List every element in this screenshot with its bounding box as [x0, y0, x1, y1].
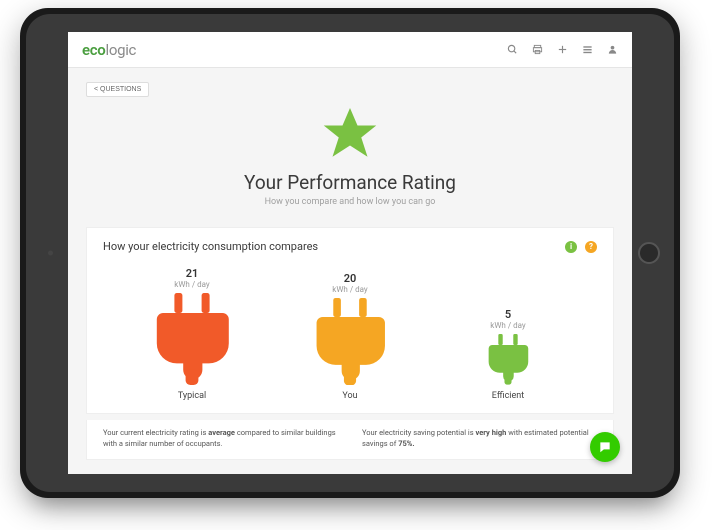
chat-fab[interactable]	[590, 432, 620, 462]
plug-icon	[312, 298, 388, 385]
chat-icon	[598, 440, 612, 454]
plug-label: Typical	[178, 391, 206, 401]
questions-button[interactable]: < QUESTIONS	[86, 82, 149, 97]
plug-unit: kWh / day	[174, 280, 209, 289]
summary-left: Your current electricity rating is avera…	[103, 428, 338, 449]
info-icon[interactable]: i	[565, 241, 577, 253]
plug-value: 20	[344, 272, 357, 285]
brand-logic: logic	[105, 41, 136, 59]
account-icon[interactable]	[607, 44, 618, 55]
plugs-row: 21 kWh / day Typical 20 kWh / day You 5 …	[103, 261, 597, 403]
card-title: How your electricity consumption compare…	[103, 240, 318, 253]
plug-column-efficient: 5 kWh / day Efficient	[448, 308, 568, 401]
summary-left-pre: Your current electricity rating is	[103, 428, 208, 437]
subheader: < QUESTIONS	[68, 68, 632, 97]
star-icon	[318, 103, 382, 163]
add-icon[interactable]	[557, 44, 568, 55]
plug-unit: kWh / day	[490, 321, 525, 330]
plug-value: 5	[505, 308, 511, 321]
search-icon[interactable]	[507, 44, 518, 55]
tablet-bezel: ecologic < QUESTIONS Your Performance Ra…	[26, 14, 674, 492]
comparison-card: How your electricity consumption compare…	[86, 227, 614, 414]
app-header: ecologic	[68, 32, 632, 68]
plug-column-you: 20 kWh / day You	[290, 272, 410, 401]
print-icon[interactable]	[532, 44, 543, 55]
plug-column-typical: 21 kWh / day Typical	[132, 267, 252, 401]
page-title: Your Performance Rating	[68, 171, 632, 194]
hero-section: Your Performance Rating How you compare …	[68, 97, 632, 217]
summary-right-bold: very high	[475, 428, 506, 437]
home-button[interactable]	[638, 242, 660, 264]
plug-icon	[486, 334, 530, 385]
plug-icon	[152, 293, 232, 385]
brand-eco: eco	[82, 41, 105, 59]
brand-logo[interactable]: ecologic	[82, 41, 136, 59]
summary-right: Your electricity saving potential is ver…	[362, 428, 597, 449]
card-header: How your electricity consumption compare…	[103, 240, 597, 253]
summary-strip: Your current electricity rating is avera…	[86, 420, 614, 460]
card-icon-group: i?	[565, 241, 597, 253]
plug-label: Efficient	[492, 391, 524, 401]
plug-unit: kWh / day	[332, 285, 367, 294]
page-subtitle: How you compare and how low you can go	[68, 197, 632, 207]
camera-dot	[48, 251, 53, 256]
app-screen: ecologic < QUESTIONS Your Performance Ra…	[68, 32, 632, 474]
tablet-frame: ecologic < QUESTIONS Your Performance Ra…	[20, 8, 680, 498]
help-icon[interactable]: ?	[585, 241, 597, 253]
menu-icon[interactable]	[582, 44, 593, 55]
plug-value: 21	[186, 267, 199, 280]
summary-right-bold2: 75%.	[398, 439, 414, 448]
plug-label: You	[342, 391, 357, 401]
header-icon-group	[507, 44, 618, 55]
summary-left-bold: average	[208, 428, 235, 437]
summary-right-pre: Your electricity saving potential is	[362, 428, 475, 437]
